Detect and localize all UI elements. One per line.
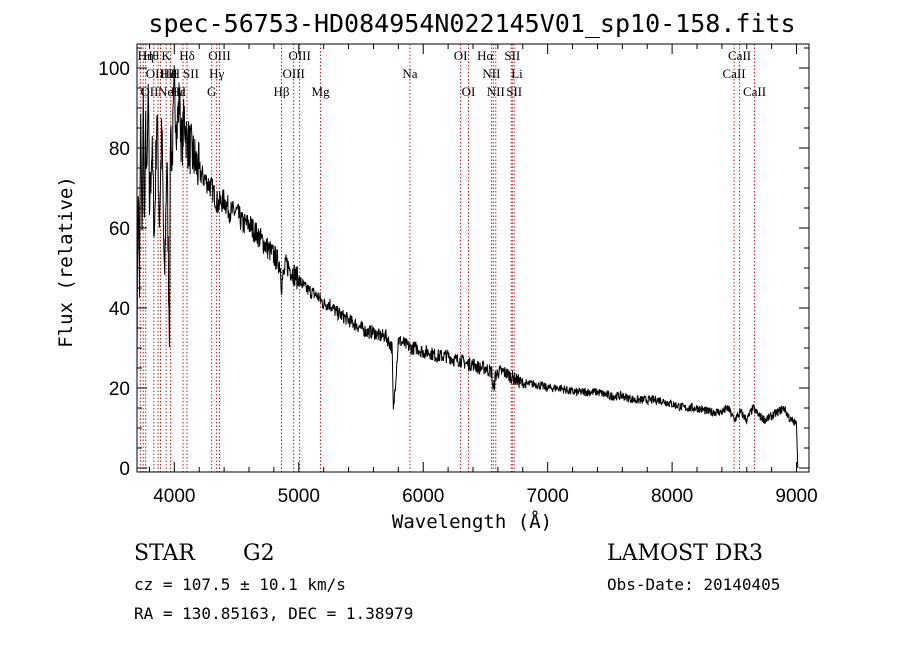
y-tick-label: 80 — [109, 139, 130, 160]
line-label-23: NII — [487, 84, 505, 99]
x-tick-label: 7000 — [527, 486, 569, 507]
line-label-17: Mg — [312, 84, 331, 99]
line-label-26: SII — [506, 84, 522, 99]
y-tick-label: 0 — [119, 459, 130, 480]
x-tick-label: 6000 — [402, 486, 444, 507]
y-tick-label: 20 — [109, 379, 130, 400]
redshift-value: cz = 107.5 ± 10.1 km/s — [134, 575, 346, 594]
x-tick-label: 8000 — [651, 486, 693, 507]
line-label-10: Hδ — [179, 48, 195, 63]
survey-name: LAMOST DR3 — [607, 541, 763, 566]
line-label-18: Na — [402, 66, 417, 81]
y-tick-label: 100 — [98, 59, 130, 80]
object-subclass: G2 — [243, 541, 275, 566]
object-class: STAR — [134, 541, 196, 566]
y-axis-label: Flux (relative) — [55, 176, 77, 348]
obs-date: Obs-Date: 20140405 — [607, 575, 780, 594]
y-tick-label: 40 — [109, 299, 130, 320]
line-label-0: OII — [140, 84, 158, 99]
line-label-22: Hα — [477, 48, 493, 63]
spectral-line-markers — [139, 44, 755, 472]
chart-title: spec-56753-HD084954N022145V01_sp10-158.f… — [148, 9, 795, 38]
line-label-20: OI — [462, 84, 476, 99]
line-label-21: NII — [482, 66, 500, 81]
line-label-2: OIIIH — [146, 66, 178, 81]
line-label-14: Hβ — [273, 84, 289, 99]
flux-series-line — [136, 65, 799, 469]
line-label-9: SII — [183, 66, 199, 81]
line-label-15: OIII — [282, 66, 304, 81]
line-label-7: H — [171, 66, 180, 81]
y-tick-label: 60 — [109, 219, 130, 240]
line-label-1: Hθ — [143, 48, 159, 63]
x-axis-label: Wavelength (Å) — [392, 510, 552, 533]
spectral-line-labels: OIIHθOIIIHHηNeIIIHζKHHεSIIHδGHγOIIIHβOII… — [138, 48, 766, 99]
x-tick-label: 9000 — [775, 486, 817, 507]
y-axis-ticks: 0 20 40 60 80 100 — [98, 47, 809, 480]
line-label-24: Li — [511, 66, 523, 81]
x-axis-ticks: 4000 5000 6000 7000 8000 9000 — [148, 44, 818, 507]
coordinates: RA = 130.85163, DEC = 1.38979 — [134, 604, 413, 623]
line-label-13: OIII — [208, 48, 230, 63]
line-label-3: Hη — [138, 48, 154, 63]
line-label-5: Hζ — [161, 66, 176, 81]
line-label-28: CaII — [728, 48, 751, 63]
line-label-19: OI — [454, 48, 468, 63]
line-label-16: OIII — [288, 48, 310, 63]
line-label-6: K — [161, 48, 171, 63]
line-label-11: G — [207, 84, 216, 99]
line-label-25: SII — [504, 48, 520, 63]
line-label-12: Hγ — [209, 66, 224, 81]
line-label-27: CaII — [723, 66, 746, 81]
line-label-29: CaII — [743, 84, 766, 99]
x-tick-label: 4000 — [153, 486, 195, 507]
x-tick-label: 5000 — [278, 486, 320, 507]
